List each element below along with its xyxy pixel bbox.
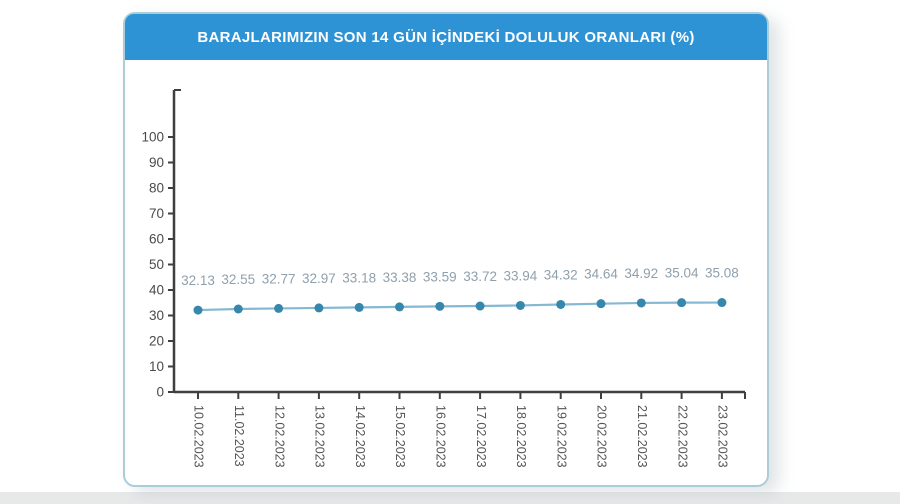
y-tick-label: 90	[149, 155, 164, 170]
y-tick-label: 0	[156, 385, 164, 400]
data-point	[354, 302, 364, 312]
data-point	[717, 298, 727, 308]
data-point	[475, 301, 485, 311]
y-tick-label: 20	[149, 334, 164, 349]
value-label: 34.92	[624, 266, 658, 281]
value-label: 32.97	[302, 271, 336, 286]
value-label: 32.13	[181, 273, 215, 288]
value-label: 33.72	[463, 269, 497, 284]
x-tick-label: 16.02.2023	[434, 405, 448, 468]
x-tick-label: 22.02.2023	[675, 405, 689, 468]
y-tick-label: 60	[149, 232, 164, 247]
x-tick-label: 14.02.2023	[353, 405, 367, 468]
card-header: BARAJLARIMIZIN SON 14 GÜN İÇİNDEKİ DOLUL…	[125, 14, 767, 60]
data-point	[233, 304, 243, 314]
x-tick-label: 11.02.2023	[232, 405, 246, 467]
value-label: 33.38	[383, 270, 417, 285]
chart-card: BARAJLARIMIZIN SON 14 GÜN İÇİNDEKİ DOLUL…	[123, 12, 769, 487]
chart-title: BARAJLARIMIZIN SON 14 GÜN İÇİNDEKİ DOLUL…	[197, 28, 695, 46]
y-tick-label: 50	[149, 257, 164, 272]
x-tick-label: 13.02.2023	[313, 405, 327, 468]
series-line	[197, 301, 722, 312]
data-point	[596, 299, 606, 309]
value-label: 33.59	[423, 269, 457, 284]
x-tick-label: 15.02.2023	[393, 405, 407, 468]
chart-svg: 0 10 20 30 40 50 60 70 80 90 100 10.02.2023 11.02.20…	[141, 89, 746, 468]
x-tick-label: 17.02.2023	[474, 405, 488, 468]
x-tick-label: 20.02.2023	[595, 405, 609, 468]
value-label: 33.94	[504, 268, 538, 283]
data-point	[274, 303, 284, 313]
y-tick-label: 80	[149, 181, 164, 196]
data-point	[435, 301, 445, 311]
y-tick-label: 100	[141, 130, 164, 145]
y-tick-label: 30	[149, 308, 164, 323]
value-label: 35.04	[665, 266, 699, 281]
data-point	[556, 299, 566, 309]
footer-strip	[0, 492, 900, 504]
data-point	[636, 298, 646, 308]
value-label: 33.18	[342, 270, 376, 285]
data-point	[314, 303, 324, 313]
data-point	[395, 302, 404, 312]
data-point	[677, 298, 687, 308]
data-point	[193, 305, 203, 315]
data-point	[515, 300, 525, 310]
value-label: 35.08	[705, 266, 739, 281]
y-tick-label: 70	[149, 206, 164, 221]
x-tick-label: 23.02.2023	[716, 405, 730, 468]
x-tick-label: 21.02.2023	[635, 405, 649, 468]
x-tick-label: 19.02.2023	[554, 405, 568, 468]
value-label: 34.32	[544, 267, 578, 282]
y-tick-label: 40	[149, 283, 164, 298]
value-label: 34.64	[584, 267, 618, 282]
value-label: 32.55	[221, 272, 255, 287]
x-tick-label: 10.02.2023	[192, 405, 206, 468]
value-label: 32.77	[262, 271, 296, 286]
x-tick-label: 12.02.2023	[272, 405, 286, 468]
y-tick-label: 10	[149, 359, 164, 374]
x-tick-label: 18.02.2023	[514, 405, 528, 468]
